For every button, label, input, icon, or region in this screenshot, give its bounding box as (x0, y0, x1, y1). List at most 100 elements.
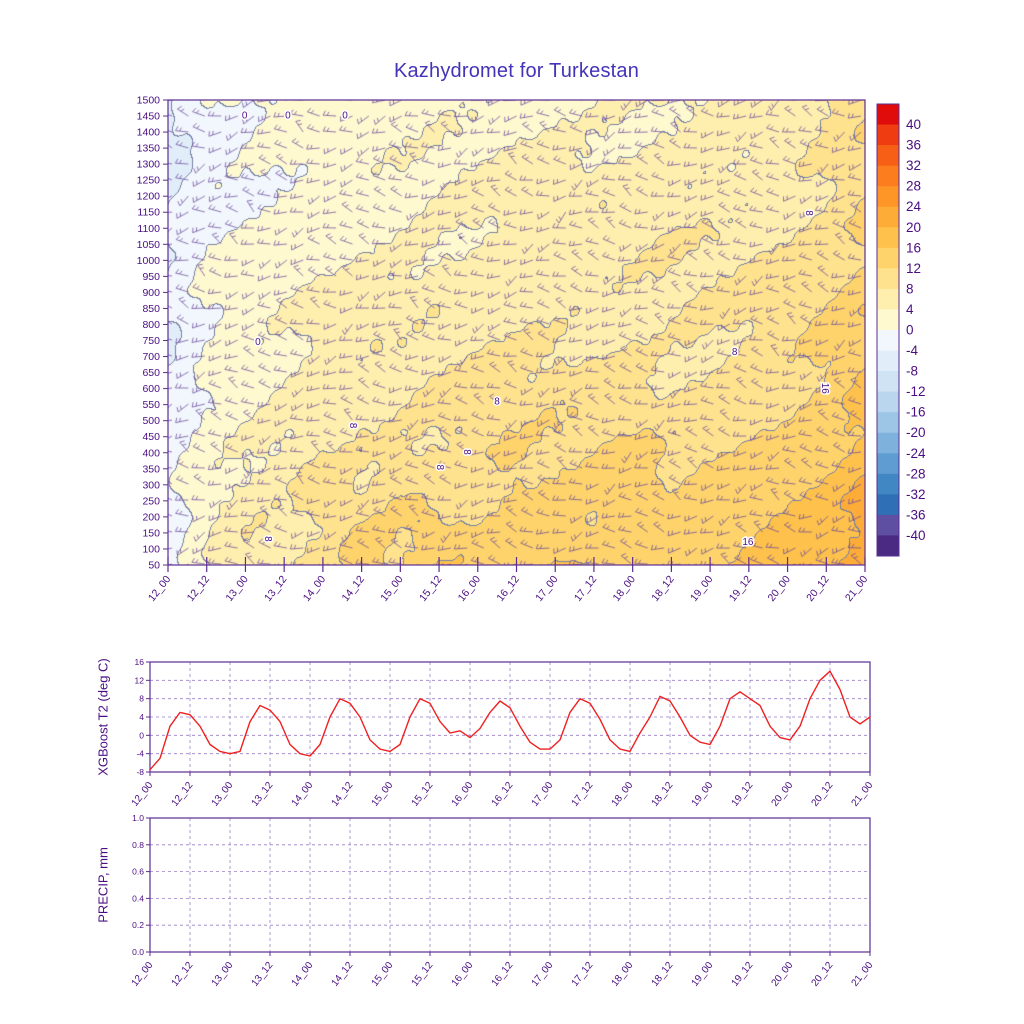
y-tick-label: 350 (142, 463, 160, 475)
colorbar-label: 20 (906, 220, 921, 235)
x-tick-label: 14_00 (290, 960, 316, 989)
colorbar-label: 32 (906, 158, 921, 173)
y-tick-label: 1000 (137, 255, 161, 267)
x-tick-label: 13_12 (250, 960, 276, 989)
x-tick-label: 18_12 (650, 780, 676, 809)
panel-border (149, 661, 871, 773)
x-tick-label: 16_00 (450, 960, 476, 989)
y-tick-label: 700 (142, 351, 160, 363)
x-tick-label: 12_12 (170, 960, 196, 989)
x-tick-label: 17_00 (530, 780, 556, 809)
colorbar-segment (877, 494, 899, 516)
colorbar-segment (877, 391, 899, 413)
x-tick-label: 21_00 (850, 780, 876, 809)
x-tick-label: 20_12 (804, 573, 832, 604)
y-tick-label: 1400 (137, 127, 161, 139)
colorbar-segment (877, 268, 899, 290)
y-tick-label: 1150 (137, 207, 160, 219)
y-tick-label: 0.6 (132, 867, 144, 877)
y-tick-label: 12 (135, 675, 145, 685)
y-tick-label: 1050 (137, 239, 161, 251)
y-tick-label: 1250 (137, 175, 161, 187)
x-tick-label: 18_00 (610, 780, 636, 809)
y-tick-label: 150 (142, 527, 160, 539)
x-tick-label: 12_00 (146, 573, 174, 604)
x-tick-label: 18_00 (610, 960, 636, 989)
colorbar-label: 36 (906, 138, 921, 153)
y-tick-label: 0.4 (132, 893, 144, 903)
y-tick-label: 50 (148, 560, 160, 572)
colorbar-segment (877, 206, 899, 228)
x-tick-label: 19_00 (690, 780, 716, 809)
x-tick-label: 20_12 (810, 780, 836, 809)
x-tick-label: 17_00 (530, 960, 556, 989)
y-tick-label: 1500 (137, 95, 161, 107)
y-tick-label: 600 (142, 383, 160, 395)
y-tick-label: 300 (142, 479, 160, 491)
colorbar-segment (877, 247, 899, 269)
colorbar-segment (877, 514, 899, 536)
y-tick-label: 550 (142, 399, 160, 411)
colorbar-label: -32 (906, 487, 926, 502)
y-tick-label: -8 (136, 767, 144, 777)
y-tick-label: 4 (139, 712, 144, 722)
y-tick-label: 0.8 (132, 840, 144, 850)
colorbar-label: -12 (906, 384, 926, 399)
y-tick-label: 1200 (137, 191, 161, 203)
y-tick-label: 650 (142, 367, 160, 379)
x-tick-label: 16_12 (490, 780, 516, 809)
y-tick-label: 250 (142, 495, 160, 507)
y-tick-label: 800 (142, 319, 160, 331)
y-tick-label: 100 (142, 543, 160, 555)
x-tick-label: 20_00 (765, 573, 793, 604)
y-tick-label: 750 (142, 335, 160, 347)
x-tick-label: 12_12 (185, 573, 213, 604)
y-tick-label: 450 (142, 431, 160, 443)
x-tick-label: 13_12 (262, 573, 290, 604)
colorbar-label: -8 (906, 364, 918, 379)
x-tick-label: 15_00 (378, 573, 406, 604)
y-tick-label: 0.2 (132, 920, 144, 930)
colorbar-segment (877, 473, 899, 495)
colorbar-border (876, 103, 900, 557)
precip-axis-title: PRECIP, mm (95, 847, 111, 923)
colorbar-label: 4 (906, 302, 914, 317)
x-tick-label: 15_12 (417, 573, 445, 604)
x-tick-label: 14_00 (290, 780, 316, 809)
x-tick-label: 13_12 (250, 780, 276, 809)
x-tick-label: 16_12 (494, 573, 522, 604)
x-tick-label: 21_00 (850, 960, 876, 989)
colorbar-segment (877, 309, 899, 331)
x-tick-label: 17_12 (570, 780, 596, 809)
y-tick-label: 0 (139, 730, 144, 740)
x-tick-label: 18_00 (611, 573, 639, 604)
colorbar-label: 16 (906, 240, 921, 255)
colorbar-segment (877, 432, 899, 454)
x-tick-label: 14_12 (330, 960, 356, 989)
colorbar-segment (877, 227, 899, 249)
x-tick-label: 20_00 (770, 780, 796, 809)
panel-border (149, 817, 871, 953)
colorbar-label: -20 (906, 425, 926, 440)
colorbar-label: 28 (906, 179, 921, 194)
colorbar-label: 0 (906, 323, 914, 338)
x-tick-label: 16_00 (450, 780, 476, 809)
colorbar-segment (877, 186, 899, 208)
y-tick-label: 850 (142, 303, 160, 315)
colorbar-label: -16 (906, 405, 926, 420)
t2-axis-title: XGBoost T2 (deg C) (95, 658, 111, 776)
x-tick-label: 12_00 (130, 780, 156, 809)
colorbar-label: 24 (906, 199, 922, 214)
colorbar-segment (877, 124, 899, 146)
colorbar-segment (877, 350, 899, 372)
page-title: Kazhydromet for Turkestan (393, 60, 640, 82)
colorbar-label: 12 (906, 261, 921, 276)
x-tick-label: 19_00 (688, 573, 716, 604)
colorbar-label: -40 (906, 528, 926, 543)
x-tick-label: 16_00 (456, 573, 484, 604)
colorbar-segment (877, 453, 899, 475)
colorbar-label: -4 (906, 343, 918, 358)
colorbar-label: 8 (906, 281, 914, 296)
y-tick-label: -4 (136, 749, 144, 759)
x-tick-label: 19_12 (727, 573, 755, 604)
